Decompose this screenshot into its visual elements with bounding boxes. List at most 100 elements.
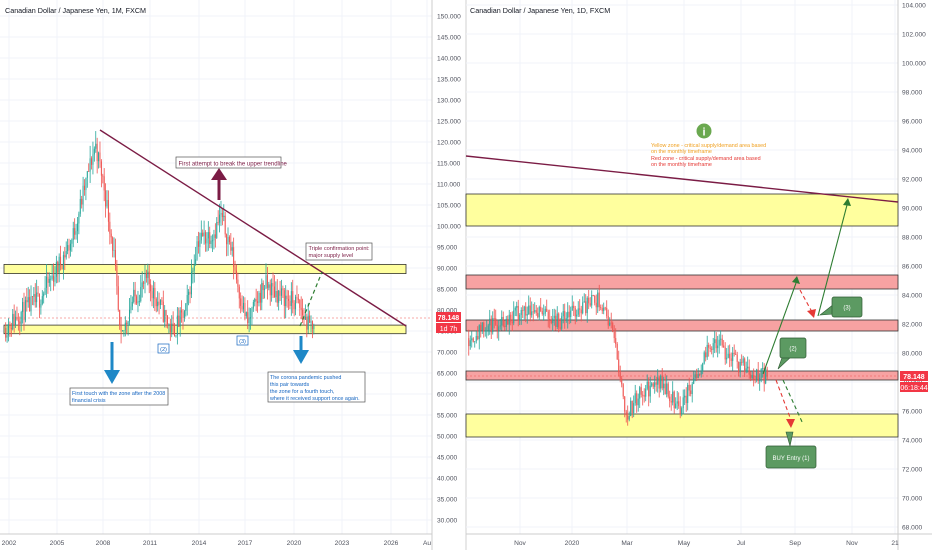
candle-body — [295, 296, 297, 310]
buy-entry-callout: BUY Entry (1) — [765, 431, 817, 469]
price-tick-label: 130.000 — [437, 98, 461, 105]
candle-body — [57, 262, 59, 273]
candle-body — [531, 311, 533, 316]
candle-body — [582, 302, 584, 314]
candle-body — [296, 296, 298, 299]
candle-body — [13, 313, 15, 326]
candle-body — [22, 301, 24, 313]
candle-body — [145, 273, 147, 278]
candle-body — [245, 312, 247, 317]
left-corona-arrow — [293, 336, 309, 364]
candle-body — [151, 291, 153, 299]
candle-body — [537, 312, 539, 318]
candle-body — [240, 298, 242, 306]
candle-body — [499, 325, 501, 327]
triple-confirmation-note: Triple confirmation point: major supply … — [305, 242, 373, 261]
candle-body — [693, 378, 695, 384]
candle-body — [5, 328, 7, 338]
candle-body — [105, 190, 107, 207]
candle-body — [717, 345, 719, 349]
candle-body — [196, 241, 198, 260]
candle-body — [150, 284, 152, 292]
legend-red-line-2: on the monthly timeframe — [651, 162, 712, 168]
candle-body — [646, 381, 648, 389]
touch-3-label: (3) — [236, 335, 249, 346]
candle-body — [670, 400, 672, 403]
candle-body — [712, 343, 714, 350]
triple-confirmation-line-2: major supply level — [309, 253, 354, 259]
candle-body — [699, 374, 701, 375]
right-red-dashed-drop — [775, 379, 792, 421]
candle-body — [286, 295, 288, 299]
candle-body — [474, 341, 476, 342]
candle-body — [116, 265, 118, 287]
time-tick-label: Mar — [621, 540, 633, 547]
right-upper-red-zone — [465, 274, 899, 290]
candle-body — [733, 352, 735, 354]
candle-body — [480, 325, 482, 331]
candle-body — [747, 366, 749, 369]
svg-text:i: i — [702, 127, 705, 139]
candle-body — [550, 319, 552, 323]
price-tick-label: 85.000 — [437, 287, 458, 294]
candle-body — [209, 232, 211, 244]
candle-body — [74, 228, 76, 235]
time-tick-label: 2011 — [143, 540, 158, 547]
candle-body — [91, 158, 93, 165]
candle-body — [283, 290, 285, 307]
candle-body — [526, 314, 528, 316]
candle-body — [687, 384, 689, 404]
candle-body — [469, 340, 471, 347]
candle-body — [89, 158, 91, 172]
candle-body — [627, 415, 629, 420]
candle-body — [495, 318, 497, 325]
candle-body — [310, 321, 312, 323]
candle-body — [69, 243, 71, 251]
candle-body — [137, 301, 139, 304]
candle-body — [141, 282, 143, 287]
candle-body — [571, 305, 573, 311]
candle-body — [285, 295, 287, 307]
candle-body — [282, 288, 284, 291]
candle-body — [24, 300, 26, 321]
candle-body — [544, 308, 546, 314]
candle-body — [217, 222, 219, 223]
candle-body — [496, 324, 498, 331]
info-icon[interactable]: i — [696, 123, 712, 139]
time-tick-label: 2005 — [50, 540, 65, 547]
candle-body — [261, 282, 263, 303]
candle-body — [756, 369, 758, 380]
candle-body — [195, 259, 197, 265]
candle-body — [508, 314, 510, 325]
candle-body — [213, 234, 215, 241]
candle-body — [58, 256, 60, 273]
left-time-axis: 2002 2005 2008 2011 2014 2017 2020 2023 2026 Au — [2, 540, 432, 547]
left-demand-zone — [3, 324, 407, 335]
candle-body — [676, 401, 678, 404]
candle-body — [736, 354, 738, 362]
candle-body — [31, 296, 33, 297]
candle-body — [228, 236, 230, 243]
price-tick-label: 105.000 — [437, 203, 461, 210]
candle-body — [41, 296, 43, 304]
candle-body — [684, 395, 686, 398]
candle-body — [242, 302, 244, 310]
candle-body — [117, 286, 119, 310]
candle-body — [540, 306, 542, 311]
candle-body — [159, 300, 161, 305]
candle-body — [223, 215, 225, 218]
candle-body — [510, 314, 512, 322]
candle-body — [505, 318, 507, 327]
price-tick-label: 102.000 — [902, 32, 926, 39]
first-touch-line-2: financial crisis — [72, 398, 106, 404]
candle-body — [666, 383, 668, 395]
candle-body — [178, 315, 180, 327]
candle-body — [622, 384, 624, 397]
candle-body — [106, 199, 108, 207]
candle-body — [628, 416, 630, 420]
price-tick-label: 135.000 — [437, 77, 461, 84]
candle-body — [556, 313, 558, 328]
candle-body — [92, 154, 94, 165]
candle-body — [27, 297, 29, 303]
